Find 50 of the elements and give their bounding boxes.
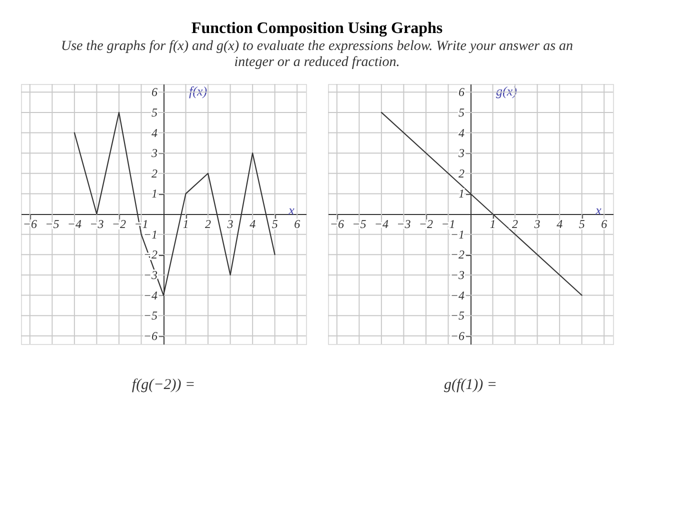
- x-tick-label: −2: [418, 217, 434, 231]
- x-tick-label: 4: [250, 217, 256, 231]
- x-tick-label: −3: [396, 217, 411, 231]
- y-tick-label: 6: [458, 85, 464, 100]
- y-tick-label: 1: [458, 186, 464, 201]
- y-tick-label: −5: [143, 308, 158, 323]
- x-tick-label: 3: [226, 217, 234, 231]
- x-tick-label: −5: [45, 217, 60, 231]
- chart-subtitle: Use the graphs for f(x) and g(x) to evaluate the expressions below. Write your answer as an integer or a reduced fraction.: [60, 39, 574, 70]
- y-tick-label: 4: [152, 126, 158, 140]
- y-tick-label: −4: [450, 288, 464, 302]
- y-tick-label: −1: [143, 227, 158, 242]
- text: f(g(−2)) =: [132, 377, 196, 393]
- y-tick-label: 6: [152, 85, 158, 100]
- y-tick-label: 4: [458, 126, 464, 140]
- x-tick-label: 6: [601, 217, 608, 231]
- y-tick-label: 2: [458, 166, 464, 180]
- y-tick-label: −2: [450, 248, 464, 262]
- y-tick-label: 1: [152, 186, 158, 201]
- y-tick-label: −6: [143, 328, 158, 343]
- x-tick-label: 1: [490, 217, 496, 231]
- x-tick-label: −5: [352, 217, 366, 231]
- y-tick-label: 3: [458, 146, 464, 160]
- x-tick-label: 5: [272, 217, 278, 231]
- x-tick-label: 2: [205, 217, 212, 231]
- y-axis-title: f(x): [189, 84, 208, 98]
- y-tick-label: 5: [458, 105, 464, 120]
- x-tick-label: −4: [374, 217, 388, 231]
- x-tick-label: 6: [294, 217, 300, 231]
- x-tick-label: −4: [67, 217, 82, 231]
- y-tick-label: −6: [450, 328, 464, 343]
- y-tick-label: −4: [143, 288, 158, 302]
- x-axis-title: x: [288, 202, 295, 218]
- x-tick-label: 2: [512, 217, 518, 231]
- x-tick-label: 4: [556, 217, 563, 231]
- x-tick-label: −6: [330, 217, 344, 231]
- y-tick-label: 2: [152, 166, 158, 180]
- y-tick-label: −3: [450, 268, 464, 282]
- x-tick-label: 1: [182, 217, 189, 231]
- x-tick-label: −2: [112, 217, 126, 231]
- y-tick-label: 5: [152, 105, 158, 120]
- x-axis-title: x: [594, 202, 602, 218]
- y-tick-label: 3: [150, 146, 158, 160]
- x-tick-label: 5: [578, 217, 585, 231]
- x-tick-label: −6: [22, 217, 37, 231]
- text: g(f(1)) =: [444, 377, 498, 393]
- x-tick-label: 3: [533, 217, 540, 231]
- chart-title: Function Composition Using Graphs: [191, 20, 443, 37]
- y-tick-label: −5: [450, 308, 464, 323]
- x-tick-label: −3: [90, 217, 104, 231]
